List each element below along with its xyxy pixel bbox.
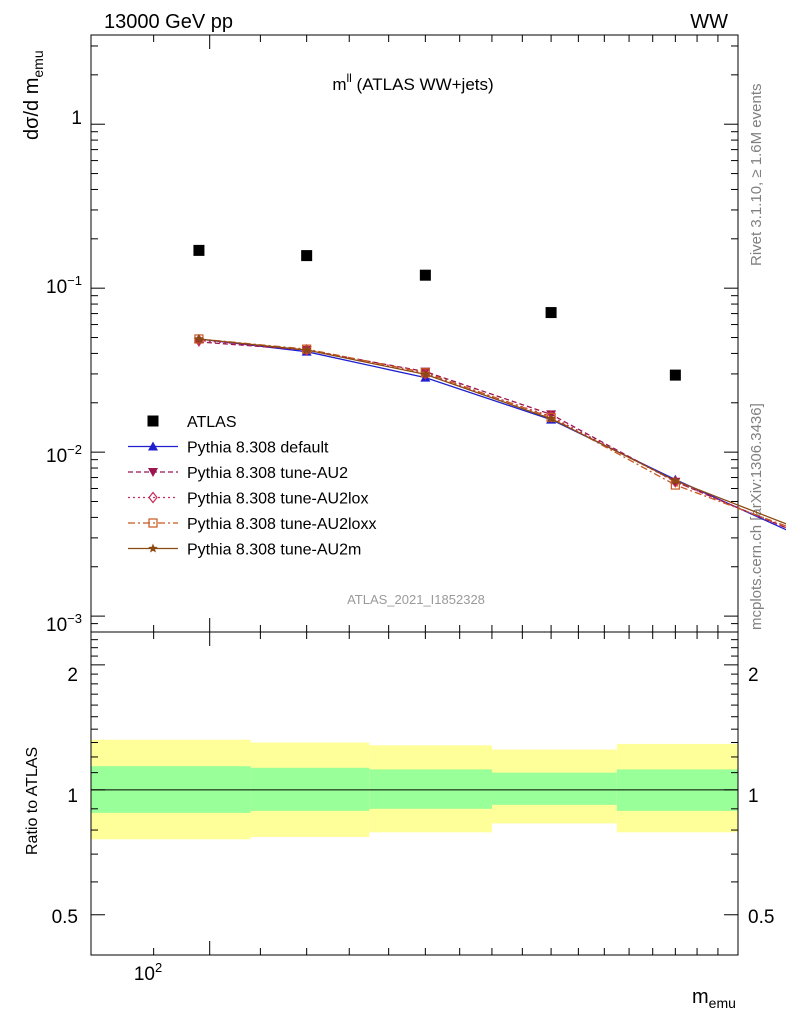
analysis-id: ATLAS_2021_I1852328 (347, 592, 485, 607)
series-5 (194, 334, 786, 525)
marker-square (301, 250, 313, 262)
ratio-ytick-1-left: 1 (67, 786, 78, 807)
plot-title-main: m (332, 75, 346, 94)
ytick-label-0.1: 10−1 (46, 273, 82, 298)
axis-ticks (90, 35, 739, 955)
ratio-inner-band (491, 772, 617, 805)
ratio-ytick-2-right: 2 (748, 665, 759, 686)
marker-square (419, 269, 431, 281)
legend-label: Pythia 8.308 tune-AU2lox (187, 491, 368, 508)
energy-label: 13000 GeV pp (104, 11, 233, 33)
marker-star (301, 345, 312, 354)
legend-item-4: Pythia 8.308 tune-AU2loxx (128, 516, 376, 533)
xtick-label-100: 102 (134, 960, 162, 985)
plot-title-rest: (ATLAS WW+jets) (352, 75, 494, 94)
marker-star (670, 475, 681, 485)
process-label: WW (690, 11, 728, 33)
marker-square (193, 244, 205, 256)
ytick-label-0.01: 10−2 (46, 442, 82, 467)
legend-item-2: Pythia 8.308 tune-AU2 (128, 465, 348, 482)
ratio-plot-frame (90, 631, 739, 956)
ytick-label-0.001: 10−3 (46, 611, 82, 636)
legend-label: Pythia 8.308 tune-AU2loxx (187, 516, 376, 533)
legend-item-0: ATLAS (147, 414, 237, 431)
series-0 (193, 244, 681, 381)
marker-triangle-up (148, 441, 158, 451)
main-ytick-labels: 1 10−1 10−2 10−3 (46, 108, 82, 636)
marker-square (147, 415, 159, 427)
marker-star (148, 543, 158, 553)
ratio-inner-band (369, 769, 492, 809)
series-line (198, 338, 786, 525)
marker-star (546, 413, 556, 423)
marker-open-square (420, 368, 430, 378)
legend-label: Pythia 8.308 tune-AU2m (187, 542, 361, 559)
marker-star (194, 334, 204, 343)
ratio-inner-band (250, 767, 370, 811)
legend-label: ATLAS (187, 414, 237, 431)
legend-item-5: Pythia 8.308 tune-AU2m (128, 542, 361, 559)
legend-label: Pythia 8.308 default (187, 440, 329, 457)
legend: ATLAS Pythia 8.308 default Pythia 8.308 tu… (128, 414, 376, 559)
plot-title-sup: ll (346, 71, 351, 85)
ratio-ytick-0.5-left: 0.5 (52, 907, 78, 928)
rivet-info: Rivet 3.1.10, ≥ 1.6M events (748, 84, 765, 267)
legend-item-3: Pythia 8.308 tune-AU2lox (128, 491, 368, 508)
marker-square (545, 307, 557, 319)
ratio-bands (91, 739, 738, 840)
ratio-ytick-0.5-right: 0.5 (748, 907, 774, 928)
marker-open-diamond (148, 491, 158, 504)
xlabel: memu (692, 986, 736, 1011)
ratio-ytick-labels: 2 1 0.5 2 1 0.5 (52, 665, 775, 928)
main-ylabel: dσ/d memu (21, 50, 46, 140)
legend-label: Pythia 8.308 tune-AU2 (187, 465, 348, 482)
ratio-ytick-2-left: 2 (67, 665, 78, 686)
legend-item-1: Pythia 8.308 default (128, 440, 329, 457)
marker-square (669, 369, 681, 381)
marker-open-square (148, 518, 158, 528)
ratio-ylabel: Ratio to ATLAS (24, 747, 41, 855)
marker-star (420, 369, 431, 379)
ytick-label-1: 1 (71, 108, 82, 129)
data-series (193, 244, 786, 531)
ratio-ytick-1-right: 1 (748, 786, 759, 807)
plot-title: mll (ATLAS WW+jets) (332, 71, 493, 94)
marker-triangle-down (148, 468, 158, 477)
series-line (198, 338, 786, 527)
